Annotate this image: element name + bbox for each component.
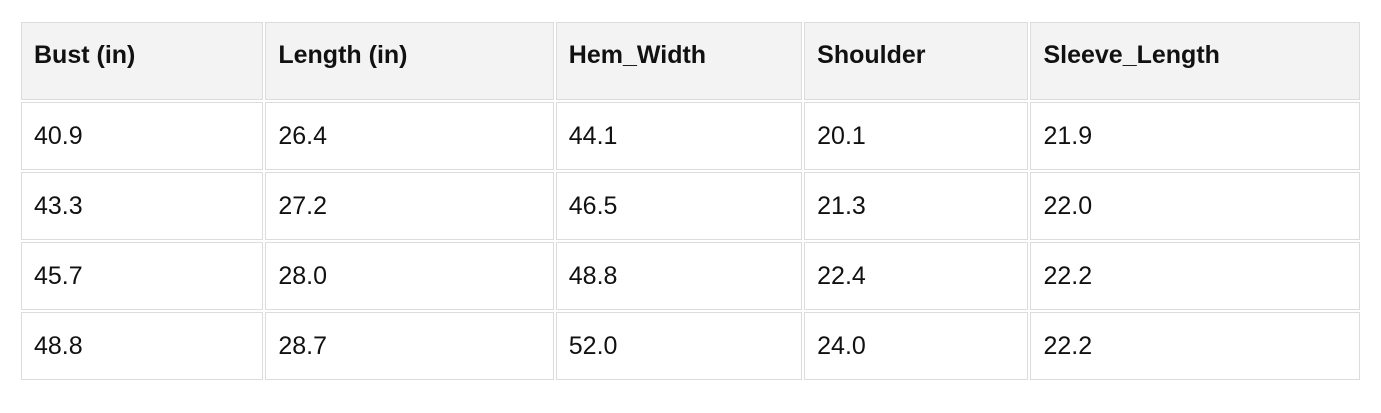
cell-sleeve-length: 22.0 bbox=[1030, 172, 1360, 240]
table-header-row: Bust (in) Length (in) Hem_Width Shoulder… bbox=[21, 22, 1360, 100]
column-header-hem-width: Hem_Width bbox=[555, 22, 803, 100]
cell-shoulder: 20.1 bbox=[804, 102, 1029, 170]
cell-length: 28.0 bbox=[265, 242, 554, 310]
cell-sleeve-length: 21.9 bbox=[1030, 102, 1360, 170]
cell-shoulder: 21.3 bbox=[804, 172, 1029, 240]
cell-shoulder: 24.0 bbox=[804, 312, 1029, 380]
column-header-shoulder: Shoulder bbox=[804, 22, 1029, 100]
cell-length: 26.4 bbox=[265, 102, 554, 170]
cell-hem-width: 46.5 bbox=[555, 172, 803, 240]
cell-bust: 43.3 bbox=[21, 172, 264, 240]
measurements-table: Bust (in) Length (in) Hem_Width Shoulder… bbox=[19, 20, 1362, 382]
cell-bust: 45.7 bbox=[21, 242, 264, 310]
column-header-sleeve-length: Sleeve_Length bbox=[1030, 22, 1360, 100]
cell-hem-width: 48.8 bbox=[555, 242, 803, 310]
cell-sleeve-length: 22.2 bbox=[1030, 312, 1360, 380]
table-row: 48.8 28.7 52.0 24.0 22.2 bbox=[21, 312, 1360, 380]
column-header-bust: Bust (in) bbox=[21, 22, 264, 100]
table-row: 43.3 27.2 46.5 21.3 22.0 bbox=[21, 172, 1360, 240]
cell-bust: 40.9 bbox=[21, 102, 264, 170]
column-header-length: Length (in) bbox=[265, 22, 554, 100]
cell-sleeve-length: 22.2 bbox=[1030, 242, 1360, 310]
cell-shoulder: 22.4 bbox=[804, 242, 1029, 310]
cell-length: 27.2 bbox=[265, 172, 554, 240]
cell-hem-width: 44.1 bbox=[555, 102, 803, 170]
cell-bust: 48.8 bbox=[21, 312, 264, 380]
table-row: 45.7 28.0 48.8 22.4 22.2 bbox=[21, 242, 1360, 310]
cell-hem-width: 52.0 bbox=[555, 312, 803, 380]
table-row: 40.9 26.4 44.1 20.1 21.9 bbox=[21, 102, 1360, 170]
cell-length: 28.7 bbox=[265, 312, 554, 380]
